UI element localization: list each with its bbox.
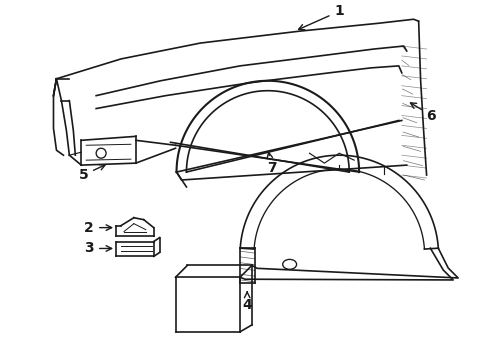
Text: 4: 4 [243, 292, 252, 312]
Text: 3: 3 [84, 242, 112, 256]
Text: 1: 1 [298, 4, 344, 30]
Text: 2: 2 [84, 221, 112, 235]
Text: 7: 7 [267, 153, 276, 175]
Text: 5: 5 [78, 165, 105, 182]
Text: 6: 6 [411, 103, 436, 122]
